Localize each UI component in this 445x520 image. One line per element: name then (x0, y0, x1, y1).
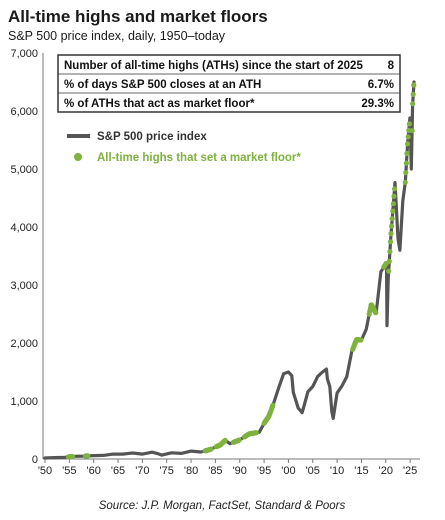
ath-floor-point (390, 208, 396, 214)
ath-floor-point (253, 430, 259, 436)
ath-floor-point (387, 239, 394, 245)
ath-floor-point (222, 437, 228, 443)
ath-floor-point (409, 128, 415, 134)
ath-floor-point (270, 402, 276, 408)
x-tick-label: '25 (403, 465, 417, 477)
source-note: Source: J.P. Morgan, FactSet, Standard &… (99, 500, 346, 512)
x-tick-label: '70 (135, 465, 149, 477)
x-tick-label: '75 (160, 465, 174, 477)
y-tick-label: 6,000 (10, 106, 38, 118)
y-tick-label: 4,000 (10, 222, 38, 234)
x-tick-label: '90 (233, 465, 247, 477)
y-tick-labels: 0 1,000 2,000 3,000 4,000 5,000 6,000 7,000 (10, 48, 38, 466)
stat-value-2: 6.7% (368, 79, 394, 91)
series-layer (43, 80, 416, 460)
y-tick-label: 1,000 (10, 396, 38, 408)
ath-floor-point (85, 453, 91, 459)
stat-label-2: % of days S&P 500 closes at an ATH (64, 79, 261, 91)
y-tick-label: 5,000 (10, 164, 38, 176)
ath-floor-point (402, 179, 408, 185)
stat-label-1: Number of all-time highs (ATHs) since th… (64, 60, 363, 72)
x-tick-label: '20 (379, 465, 393, 477)
legend-label-floor: All-time highs that set a market floor* (97, 152, 301, 164)
legend-label-index: S&P 500 price index (97, 131, 207, 143)
ath-floor-point (404, 150, 410, 157)
x-tick-label: '55 (62, 465, 76, 477)
ath-floor-point (410, 91, 416, 97)
ath-floor-point (389, 216, 395, 222)
ath-floor-point (389, 223, 395, 229)
x-tick-label: '15 (354, 465, 368, 477)
floor-layer (65, 82, 417, 460)
y-tick-label: 2,000 (10, 338, 38, 350)
x-tick-label: '95 (257, 465, 271, 477)
stats-table: Number of all-time highs (ATHs) since th… (57, 54, 401, 113)
legend-dot-swatch (74, 153, 82, 161)
x-tick-label: '50 (38, 465, 52, 477)
ath-floor-point (236, 437, 242, 443)
x-tick-label: '85 (208, 465, 222, 477)
plot-area: 0 1,000 2,000 3,000 4,000 5,000 6,000 7,000 '50… (10, 48, 420, 477)
ath-floor-point (358, 337, 364, 343)
x-tick-label: '65 (111, 465, 125, 477)
ath-floor-point (388, 231, 394, 237)
ath-floor-point (411, 82, 417, 88)
ath-floor-point (69, 453, 76, 460)
ath-floor-point (405, 141, 411, 147)
x-tick-labels: '50 '55 '60 '65 '70 '75 '80 '85 '90 '95 '00 '05 '10 '… (38, 459, 417, 477)
y-tick-label: 7,000 (10, 48, 38, 60)
ath-floor-point (406, 121, 412, 127)
ath-floor-point (403, 160, 409, 166)
stats-box (57, 54, 401, 113)
x-tick-label: '05 (306, 465, 320, 477)
x-tick-label: '60 (87, 465, 101, 477)
y-tick-label: 0 (32, 454, 38, 466)
ath-floor-point (391, 193, 397, 199)
x-tick-label: '80 (184, 465, 198, 477)
sp500-index-line (43, 80, 416, 460)
ath-floor-point (373, 310, 379, 316)
ath-floor-point (392, 186, 398, 192)
x-tick-label: '10 (330, 465, 344, 477)
stat-value-3: 29.3% (361, 98, 394, 110)
ath-floor-point (387, 249, 393, 255)
ath-floor-point (410, 101, 416, 107)
y-tick-label: 3,000 (10, 280, 38, 292)
ath-floor-point (403, 170, 409, 176)
chart-title: All-time highs and market floors (8, 7, 268, 26)
ath-floor-point (386, 268, 392, 274)
ath-floor-point (405, 134, 411, 140)
x-tick-label: '00 (281, 465, 295, 477)
legend: S&P 500 price index All-time highs that … (67, 131, 301, 164)
ath-floor-point (390, 201, 396, 207)
ath-floor-point (208, 446, 214, 452)
stat-label-3: % of ATHs that act as market floor* (64, 98, 255, 110)
stat-value-1: 8 (388, 60, 395, 72)
chart-subtitle: S&P 500 price index, daily, 1950–today (8, 29, 226, 43)
ath-floor-point (386, 258, 392, 264)
